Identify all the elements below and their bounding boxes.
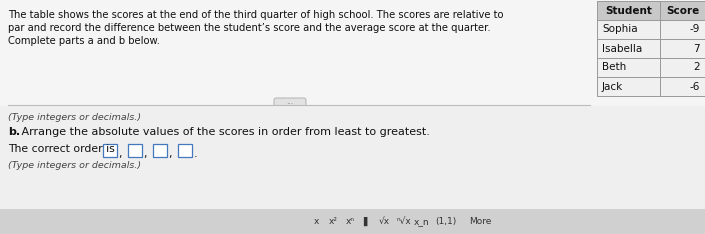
FancyBboxPatch shape — [597, 39, 660, 58]
Text: -9: -9 — [689, 25, 700, 34]
FancyBboxPatch shape — [597, 58, 660, 77]
FancyBboxPatch shape — [103, 144, 117, 157]
FancyBboxPatch shape — [660, 20, 705, 39]
Text: More: More — [469, 217, 491, 226]
Text: (1,1): (1,1) — [436, 217, 457, 226]
FancyBboxPatch shape — [153, 144, 167, 157]
Text: xⁿ: xⁿ — [345, 217, 355, 226]
FancyBboxPatch shape — [660, 77, 705, 96]
Text: ⁿ√x: ⁿ√x — [397, 217, 412, 226]
FancyBboxPatch shape — [660, 58, 705, 77]
Text: The table shows the scores at the end of the third quarter of high school. The s: The table shows the scores at the end of… — [8, 10, 503, 20]
FancyBboxPatch shape — [597, 77, 660, 96]
FancyBboxPatch shape — [660, 39, 705, 58]
FancyBboxPatch shape — [597, 1, 660, 20]
Text: ,: , — [168, 149, 172, 159]
FancyBboxPatch shape — [274, 98, 306, 112]
Text: .: . — [193, 149, 197, 159]
Text: Isabella: Isabella — [602, 44, 642, 54]
Text: x²: x² — [329, 217, 338, 226]
Text: Arrange the absolute values of the scores in order from least to greatest.: Arrange the absolute values of the score… — [18, 127, 430, 137]
Text: x: x — [313, 217, 319, 226]
FancyBboxPatch shape — [0, 209, 705, 234]
Text: b.: b. — [8, 127, 20, 137]
Text: Beth: Beth — [602, 62, 626, 73]
Text: ···: ··· — [286, 100, 293, 110]
Text: ▌: ▌ — [364, 217, 370, 226]
Text: √x: √x — [379, 217, 390, 226]
Text: (Type integers or decimals.): (Type integers or decimals.) — [8, 161, 141, 170]
Text: Score: Score — [666, 6, 699, 15]
Text: Student: Student — [605, 6, 652, 15]
FancyBboxPatch shape — [0, 106, 705, 234]
Text: -6: -6 — [689, 81, 700, 91]
Text: The correct order is: The correct order is — [8, 144, 115, 154]
Text: (Type integers or decimals.): (Type integers or decimals.) — [8, 113, 141, 122]
FancyBboxPatch shape — [178, 144, 192, 157]
FancyBboxPatch shape — [597, 20, 660, 39]
Text: par and record the difference between the student’s score and the average score : par and record the difference between th… — [8, 23, 491, 33]
Text: ,: , — [144, 149, 147, 159]
Text: x_n: x_n — [415, 217, 430, 226]
FancyBboxPatch shape — [128, 144, 142, 157]
FancyBboxPatch shape — [660, 1, 705, 20]
Text: Complete parts a and b below.: Complete parts a and b below. — [8, 36, 160, 46]
Text: ,: , — [118, 149, 122, 159]
Text: Jack: Jack — [602, 81, 623, 91]
Text: 2: 2 — [694, 62, 700, 73]
Text: 7: 7 — [694, 44, 700, 54]
Text: Sophia: Sophia — [602, 25, 637, 34]
